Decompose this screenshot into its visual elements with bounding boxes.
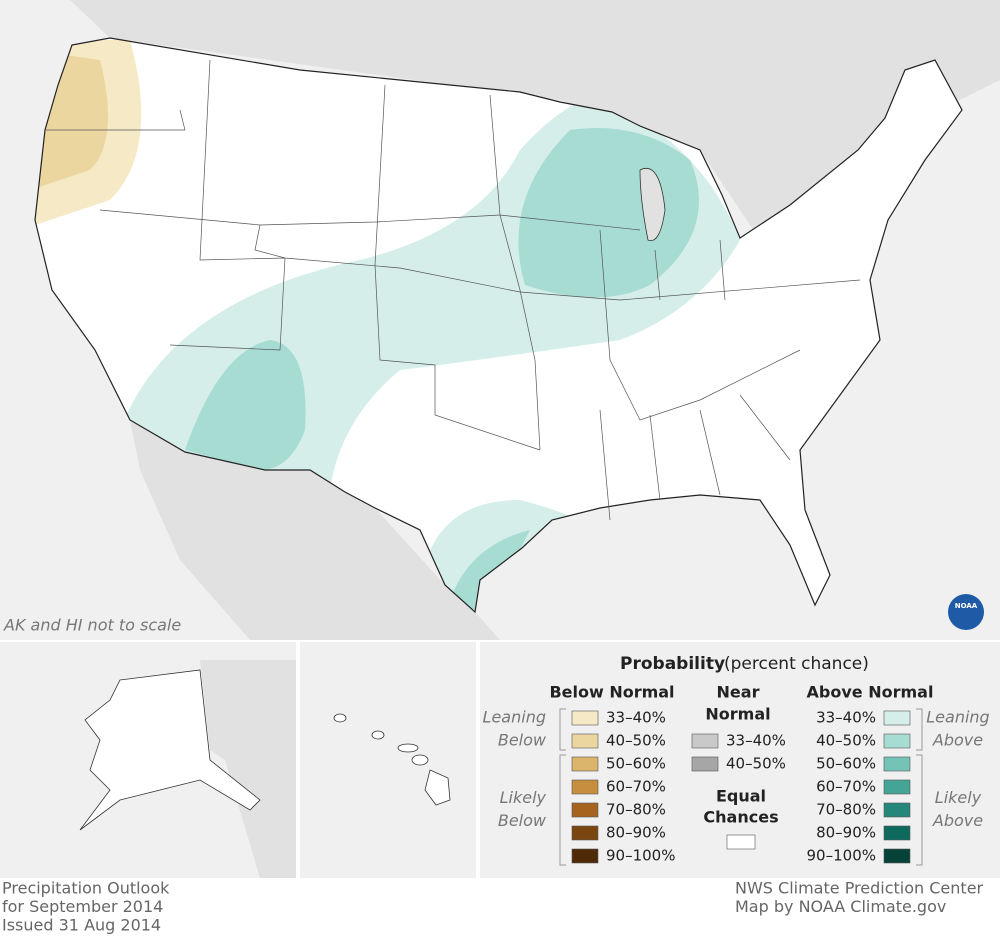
group-label: Above [932, 811, 983, 830]
conus [34, 37, 963, 613]
state-lines [45, 59, 861, 521]
swatch-label: 70–80% [816, 801, 876, 819]
swatch [571, 848, 599, 864]
swatch [571, 779, 599, 795]
swatch-label: 90–100% [807, 847, 876, 865]
swatch [883, 710, 911, 726]
oahu [371, 730, 385, 740]
mexico [130, 420, 500, 640]
swatch [883, 802, 911, 818]
swatch-label: 50–60% [816, 755, 876, 773]
swatch-label: 33–40% [726, 732, 786, 750]
group-label: Below [498, 811, 547, 830]
canada-ak [200, 660, 296, 878]
swatch [571, 756, 599, 772]
legend-title: Probability [620, 654, 725, 674]
kauai [333, 713, 347, 723]
swatch-label: 70–80% [606, 801, 666, 819]
swatch-label: 40–50% [816, 732, 876, 750]
swatch-label: 90–100% [606, 847, 675, 865]
footer-left: for September 2014 [2, 897, 163, 916]
swatch [883, 779, 911, 795]
footer-left: Issued 31 Aug 2014 [2, 916, 161, 935]
footer-right: NWS Climate Prediction Center [735, 879, 984, 898]
swatch [571, 710, 599, 726]
group-label: Below [498, 731, 547, 750]
bracket [559, 754, 566, 866]
swatch-label: 60–70% [816, 778, 876, 796]
alaska [79, 669, 261, 831]
molokai [397, 743, 419, 753]
logo-circle [948, 594, 984, 630]
swatch [883, 848, 911, 864]
swatch [883, 733, 911, 749]
footer-left: Precipitation Outlook [2, 879, 170, 898]
canada [60, 0, 1000, 240]
bracket [916, 708, 923, 751]
above-40-mw [518, 128, 699, 298]
noaa-logo: NOAA [948, 594, 984, 630]
group-label: Above [932, 731, 983, 750]
swatch [726, 834, 756, 850]
group-label: Leaning [483, 708, 546, 727]
above-40-tx [450, 530, 530, 612]
swatch-label: 33–40% [816, 709, 876, 727]
bracket [916, 754, 923, 866]
swatch [691, 733, 719, 749]
group-label: Likely [500, 788, 547, 807]
swatch-label: 50–60% [606, 755, 666, 773]
swatch-label: 80–90% [816, 824, 876, 842]
swatch-label: 33–40% [606, 709, 666, 727]
hawaii [333, 713, 451, 806]
group-label: Likely [935, 788, 982, 807]
logo-text: NOAA [955, 602, 978, 610]
footer-right: Map by NOAA Climate.gov [735, 897, 946, 916]
swatch [571, 802, 599, 818]
hawaii-panel [300, 642, 476, 878]
swatch [883, 825, 911, 841]
lake-michigan [639, 168, 666, 242]
below-heading: Below Normal [549, 683, 674, 702]
swatch-label: 40–50% [726, 755, 786, 773]
equal-heading: Chances [703, 808, 778, 827]
above-40-sw [185, 340, 306, 470]
outlook-areas [35, 40, 740, 612]
legend: 33–40% 40–50% 50–60% 60–70% 70–80% 80–90% 90–1… [483, 683, 990, 866]
group-label: Leaning [926, 708, 989, 727]
swatch [571, 825, 599, 841]
above-heading: Above Normal [807, 683, 934, 702]
legend-subtitle: (percent chance) [724, 654, 869, 674]
swatch-label: 80–90% [606, 824, 666, 842]
swatch-label: 40–50% [606, 732, 666, 750]
near-heading: Normal [705, 705, 770, 724]
map-note: AK and HI not to scale [3, 616, 181, 635]
swatch [571, 733, 599, 749]
swatch-label: 60–70% [606, 778, 666, 796]
big-island [424, 769, 451, 806]
bracket [559, 708, 566, 751]
equal-heading: Equal [716, 787, 766, 806]
near-heading: Near [717, 683, 760, 702]
swatch [883, 756, 911, 772]
swatch [691, 756, 719, 772]
maui [411, 754, 429, 766]
